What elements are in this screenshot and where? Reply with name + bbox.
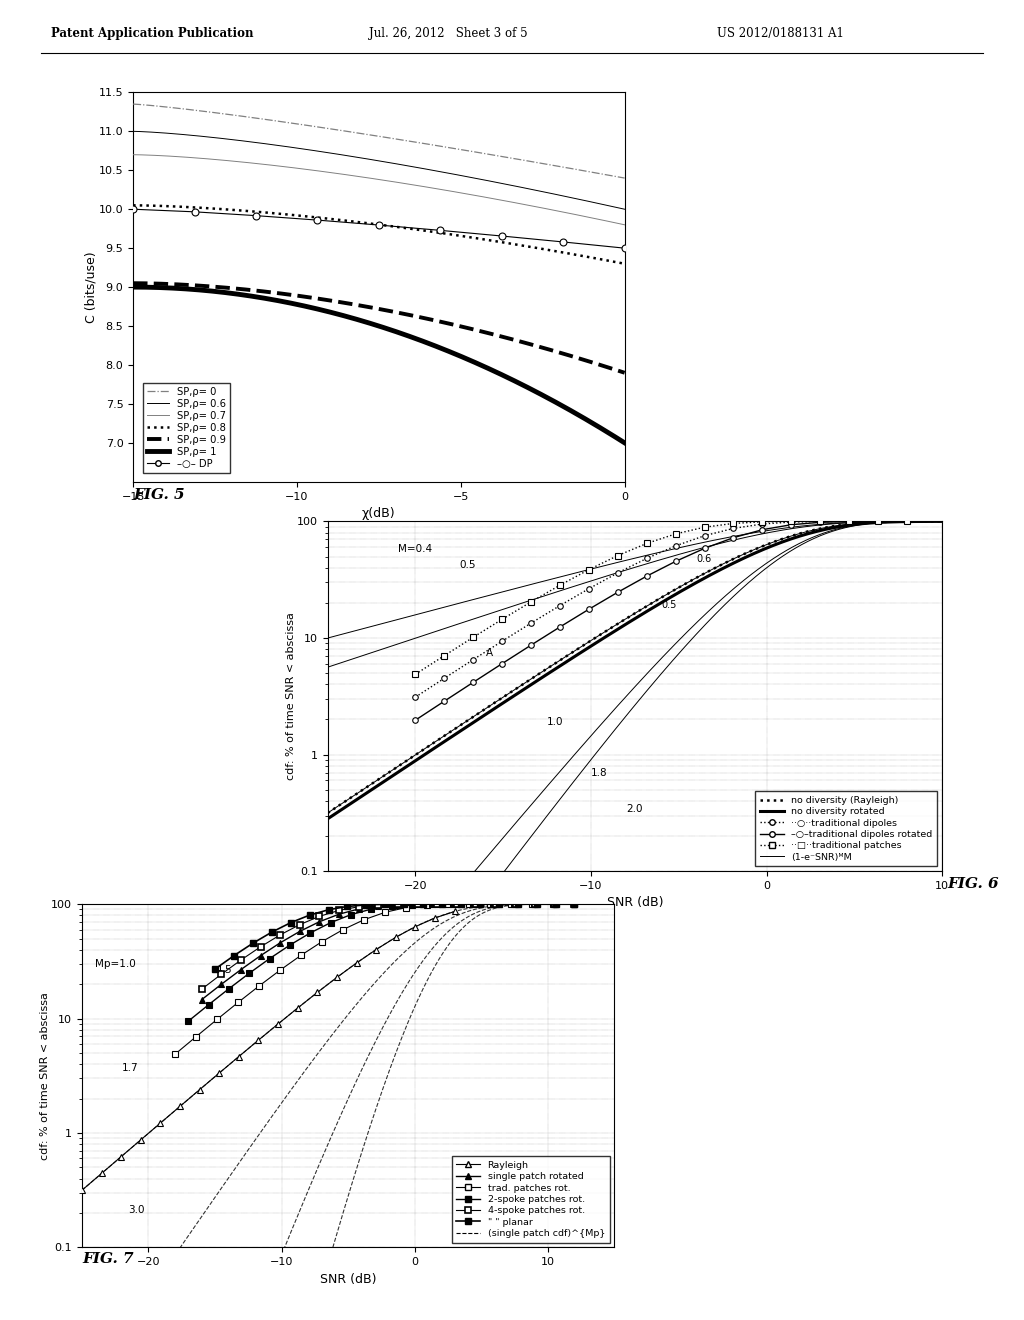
Text: FIG. 7: FIG. 7 — [82, 1253, 133, 1266]
Text: Mp=1.0: Mp=1.0 — [95, 960, 136, 969]
Y-axis label: C (bits/use): C (bits/use) — [84, 251, 97, 323]
Text: M=0.4: M=0.4 — [398, 544, 432, 553]
Text: 0.6: 0.6 — [696, 554, 712, 564]
Text: 4.5: 4.5 — [215, 965, 231, 975]
Text: 1.0: 1.0 — [547, 717, 563, 727]
X-axis label: SNR (dB): SNR (dB) — [319, 1272, 377, 1286]
X-axis label: SNR (dB): SNR (dB) — [606, 896, 664, 909]
Y-axis label: cdf: % of time SNR < abscissa: cdf: % of time SNR < abscissa — [40, 991, 50, 1160]
Text: 0.5: 0.5 — [662, 601, 677, 610]
Legend: no diversity (Rayleigh), no diversity rotated, ··○··traditional dipoles, –○–trad: no diversity (Rayleigh), no diversity ro… — [756, 791, 937, 866]
Legend: Rayleigh, single patch rotated, trad. patches rot., 2-spoke patches rot., 4-spok: Rayleigh, single patch rotated, trad. pa… — [452, 1156, 609, 1242]
X-axis label: χ(dB): χ(dB) — [362, 507, 395, 520]
Legend: SP,ρ= 0, SP,ρ= 0.6, SP,ρ= 0.7, SP,ρ= 0.8, SP,ρ= 0.9, SP,ρ= 1, –○– DP: SP,ρ= 0, SP,ρ= 0.6, SP,ρ= 0.7, SP,ρ= 0.8… — [143, 383, 230, 473]
Text: 2.0: 2.0 — [626, 804, 643, 814]
Text: US 2012/0188131 A1: US 2012/0188131 A1 — [717, 26, 844, 40]
Text: 3.0: 3.0 — [129, 1205, 145, 1214]
Y-axis label: cdf: % of time SNR < abscissa: cdf: % of time SNR < abscissa — [286, 612, 296, 780]
Text: Patent Application Publication: Patent Application Publication — [51, 26, 254, 40]
Text: FIG. 6: FIG. 6 — [947, 878, 998, 891]
Text: Jul. 26, 2012   Sheet 3 of 5: Jul. 26, 2012 Sheet 3 of 5 — [369, 26, 527, 40]
Text: A: A — [485, 648, 493, 659]
Text: 0.5: 0.5 — [460, 560, 476, 570]
Text: FIG. 5: FIG. 5 — [133, 488, 184, 502]
Text: 1.7: 1.7 — [122, 1063, 138, 1073]
Text: 1.8: 1.8 — [591, 768, 607, 779]
